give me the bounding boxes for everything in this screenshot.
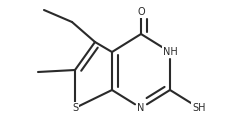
Text: SH: SH <box>192 103 206 113</box>
Text: S: S <box>72 103 78 113</box>
Text: NH: NH <box>163 47 177 57</box>
Text: N: N <box>137 103 145 113</box>
Text: O: O <box>137 7 145 17</box>
